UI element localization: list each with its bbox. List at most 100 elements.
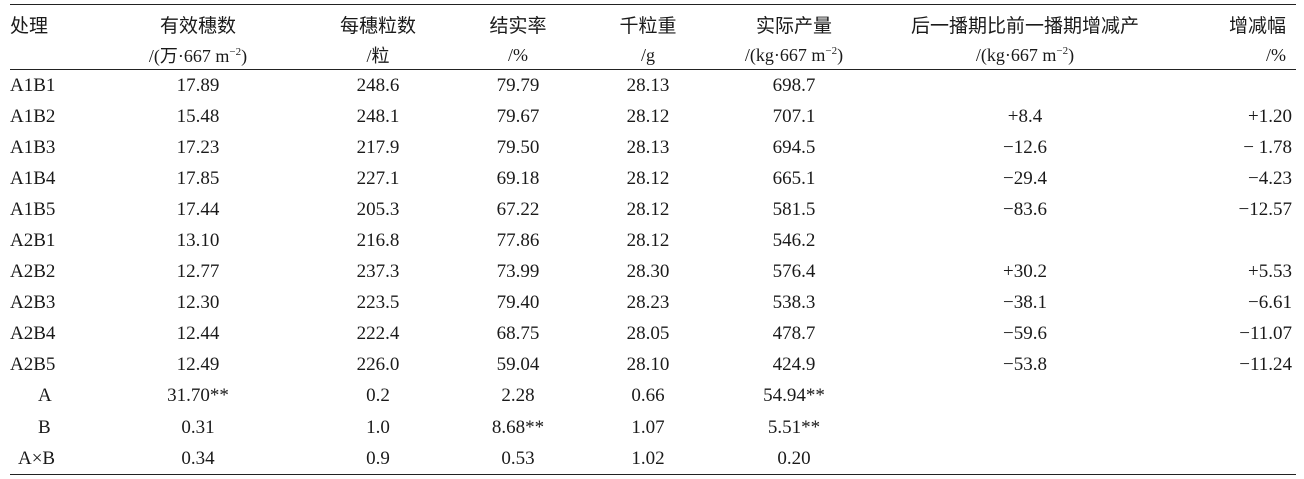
header-actual-yield: 实际产量 [718, 4, 870, 41]
cell-grains-per-panicle: 205.3 [356, 198, 400, 220]
cell-actual-yield: 665.1 [772, 167, 816, 189]
cell-thousand-grain-weight: 1.02 [578, 443, 718, 476]
cell-grains-per-panicle: 216.8 [356, 230, 400, 252]
cell-actual-yield: 581.5 [772, 198, 816, 220]
cell-seed-setting-rate: 79.67 [496, 105, 540, 127]
cell-effective-panicles: 12.77 [176, 261, 220, 283]
cell-seed-setting-rate: 79.40 [496, 292, 540, 314]
cell-effective-panicles: 12.44 [176, 323, 220, 345]
cell-treatment: A1B5 [10, 198, 56, 220]
cell-yield-change [870, 443, 1180, 476]
cell-thousand-grain-weight: 28.13 [626, 136, 670, 158]
cell-grains-per-panicle: 248.6 [356, 74, 400, 96]
cell-grains-per-panicle: 217.9 [356, 136, 400, 158]
cell-actual-yield: 0.20 [718, 443, 870, 476]
cell-change-rate [1180, 412, 1296, 443]
table-row: A×B 0.34 0.9 0.53 1.02 0.20 [10, 443, 1296, 476]
cell-actual-yield: 694.5 [772, 136, 816, 158]
cell-effective-panicles: 17.23 [176, 136, 220, 158]
table-row: A1B5 17.44 205.3 67.22 28.12 581.5 −83.6 −12.57 [10, 194, 1296, 225]
header-row: 处理 有效穗数 每穗粒数 结实率 千粒重 实际产量 后一播期比前一播期增减产 增… [10, 4, 1296, 41]
cell-actual-yield: 707.1 [772, 105, 816, 127]
cell-actual-yield: 5.51** [767, 416, 821, 438]
cell-effective-panicles: 17.44 [176, 198, 220, 220]
cell-change-rate: −12.57 [1238, 198, 1292, 220]
cell-change-rate: +5.53 [1248, 261, 1292, 283]
cell-grains-per-panicle: 248.1 [356, 105, 400, 127]
cell-effective-panicles: 0.31 [181, 416, 215, 438]
cell-grains-per-panicle: 226.0 [356, 354, 400, 376]
cell-treatment: A2B5 [10, 354, 56, 376]
header-treatment: 处理 [10, 4, 98, 41]
unit-effective-panicles: /(万·667 m−2) [98, 41, 298, 70]
cell-seed-setting-rate: 2.28 [501, 385, 535, 407]
table-row: A1B4 17.85 227.1 69.18 28.12 665.1 −29.4 −4.23 [10, 163, 1296, 194]
cell-grains-per-panicle: 0.2 [366, 385, 390, 407]
cell-actual-yield: 576.4 [772, 261, 816, 283]
cell-change-rate: +1.20 [1248, 105, 1292, 127]
cell-seed-setting-rate: 68.75 [496, 323, 540, 345]
cell-treatment: A2B4 [10, 323, 56, 345]
cell-effective-panicles: 0.34 [98, 443, 298, 476]
cell-actual-yield: 538.3 [772, 292, 816, 314]
cell-change-rate [1180, 381, 1296, 412]
table-row: B 0.31 1.0 8.68** 1.07 5.51** [10, 412, 1296, 443]
cell-actual-yield: 424.9 [772, 354, 816, 376]
header-thousand-grain-weight: 千粒重 [578, 4, 718, 41]
cell-change-rate: − 1.78 [1243, 136, 1292, 158]
cell-grains-per-panicle: 227.1 [356, 167, 400, 189]
cell-thousand-grain-weight: 28.13 [626, 74, 670, 96]
cell-treatment: A×B [10, 443, 98, 476]
table-row: A2B5 12.49 226.0 59.04 28.10 424.9 −53.8 −11.24 [10, 350, 1296, 381]
cell-seed-setting-rate: 73.99 [496, 261, 540, 283]
cell-yield-change [870, 381, 1180, 412]
cell-effective-panicles: 17.89 [176, 74, 220, 96]
cell-effective-panicles: 13.10 [176, 230, 220, 252]
cell-treatment: A1B2 [10, 105, 56, 127]
cell-change-rate: −11.24 [1239, 354, 1292, 376]
cell-thousand-grain-weight: 28.12 [626, 230, 670, 252]
header-seed-setting-rate: 结实率 [458, 4, 578, 41]
cell-yield-change: +30.2 [1003, 261, 1047, 283]
cell-grains-per-panicle: 223.5 [356, 292, 400, 314]
cell-grains-per-panicle: 0.9 [298, 443, 458, 476]
cell-effective-panicles: 12.49 [176, 354, 220, 376]
unit-change-rate: /% [1180, 41, 1296, 70]
cell-treatment: A2B3 [10, 292, 56, 314]
cell-change-rate [1180, 225, 1296, 256]
cell-seed-setting-rate: 59.04 [496, 354, 540, 376]
cell-change-rate: −4.23 [1248, 167, 1292, 189]
cell-grains-per-panicle: 1.0 [366, 416, 390, 438]
cell-yield-change: −53.8 [1003, 354, 1047, 376]
cell-seed-setting-rate: 69.18 [496, 167, 540, 189]
table-row: A2B1 13.10 216.8 77.86 28.12 546.2 [10, 225, 1296, 256]
cell-yield-change: −83.6 [1003, 198, 1047, 220]
header-change-rate: 增减幅 [1180, 4, 1296, 41]
cell-treatment: A1B4 [10, 167, 56, 189]
cell-yield-change [870, 225, 1180, 256]
cell-change-rate: −11.07 [1239, 323, 1292, 345]
cell-change-rate: −6.61 [1248, 292, 1292, 314]
cell-yield-change [870, 412, 1180, 443]
table-row: A2B4 12.44 222.4 68.75 28.05 478.7 −59.6 −11.07 [10, 319, 1296, 350]
unit-yield-change: /(kg·667 m−2) [870, 41, 1180, 70]
header-grains-per-panicle: 每穗粒数 [298, 4, 458, 41]
table-row: A2B3 12.30 223.5 79.40 28.23 538.3 −38.1 −6.61 [10, 288, 1296, 319]
unit-thousand-grain-weight: /g [578, 41, 718, 70]
cell-thousand-grain-weight: 1.07 [631, 416, 665, 438]
cell-effective-panicles: 17.85 [176, 167, 220, 189]
cell-treatment: B [38, 416, 51, 438]
cell-thousand-grain-weight: 28.05 [626, 323, 670, 345]
cell-thousand-grain-weight: 28.30 [626, 261, 670, 283]
cell-effective-panicles: 15.48 [176, 105, 220, 127]
cell-actual-yield: 54.94** [763, 385, 825, 407]
cell-yield-change: +8.4 [1007, 105, 1043, 127]
table-row: A1B1 17.89 248.6 79.79 28.13 698.7 [10, 70, 1296, 102]
cell-change-rate [1180, 443, 1296, 476]
cell-thousand-grain-weight: 28.12 [626, 105, 670, 127]
header-effective-panicles: 有效穗数 [98, 4, 298, 41]
cell-actual-yield: 546.2 [772, 230, 816, 252]
cell-treatment: A2B2 [10, 261, 56, 283]
cell-thousand-grain-weight: 28.12 [626, 167, 670, 189]
